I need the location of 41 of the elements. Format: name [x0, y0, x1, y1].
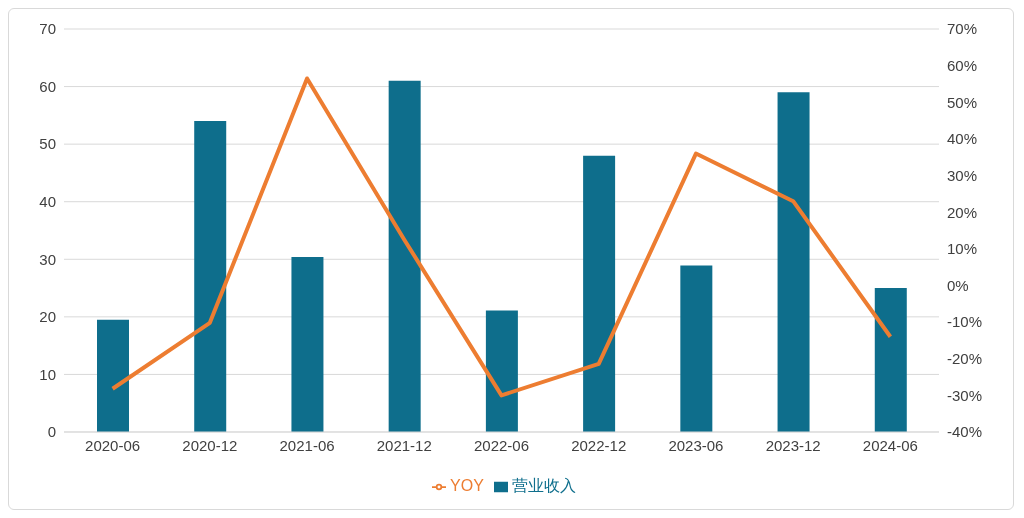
x-tick-label: 2024-06 [862, 436, 918, 454]
y-tick-label: 50 [39, 135, 56, 153]
x-tick-label: 2020-12 [182, 436, 238, 454]
legend-label: YOY [450, 477, 484, 494]
y2-tick-label: -40% [947, 423, 983, 441]
y2-tick-label: 50% [947, 93, 978, 111]
x-tick-label: 2022-06 [473, 436, 530, 454]
y-tick-label: 40 [39, 193, 56, 211]
bar [194, 121, 227, 432]
y-tick-label: 0 [47, 423, 56, 441]
y2-tick-label: -10% [947, 313, 983, 331]
y2-tick-label: 70% [947, 20, 978, 38]
y2-tick-label: -20% [947, 350, 983, 368]
y2-tick-label: -30% [947, 386, 983, 404]
x-tick-label: 2023-12 [765, 436, 821, 454]
y2-tick-label: 30% [947, 166, 978, 184]
bar [388, 80, 421, 432]
bar [874, 288, 907, 432]
y2-tick-label: 60% [947, 56, 978, 74]
bar [777, 92, 810, 432]
x-tick-label: 2022-12 [571, 436, 627, 454]
y2-tick-label: 10% [947, 240, 978, 258]
y-tick-label: 20 [39, 308, 56, 326]
bar [291, 256, 324, 432]
bar [485, 310, 518, 432]
line-series [110, 76, 893, 398]
bar [583, 155, 616, 432]
x-tick-label: 2023-06 [668, 436, 724, 454]
bar [680, 265, 713, 432]
y-tick-label: 60 [39, 77, 56, 95]
legend-label: 营业收入 [511, 477, 576, 494]
y-tick-label: 10 [39, 365, 56, 383]
y-tick-label: 30 [39, 250, 56, 268]
y-tick-label: 70 [39, 20, 56, 38]
x-tick-label: 2021-12 [376, 436, 432, 454]
x-tick-label: 2021-06 [279, 436, 335, 454]
bar [97, 319, 129, 432]
y2-tick-label: 40% [947, 130, 978, 148]
y2-tick-label: 20% [947, 203, 978, 221]
x-tick-label: 2020-06 [85, 436, 141, 454]
y2-tick-label: 0% [947, 276, 969, 294]
